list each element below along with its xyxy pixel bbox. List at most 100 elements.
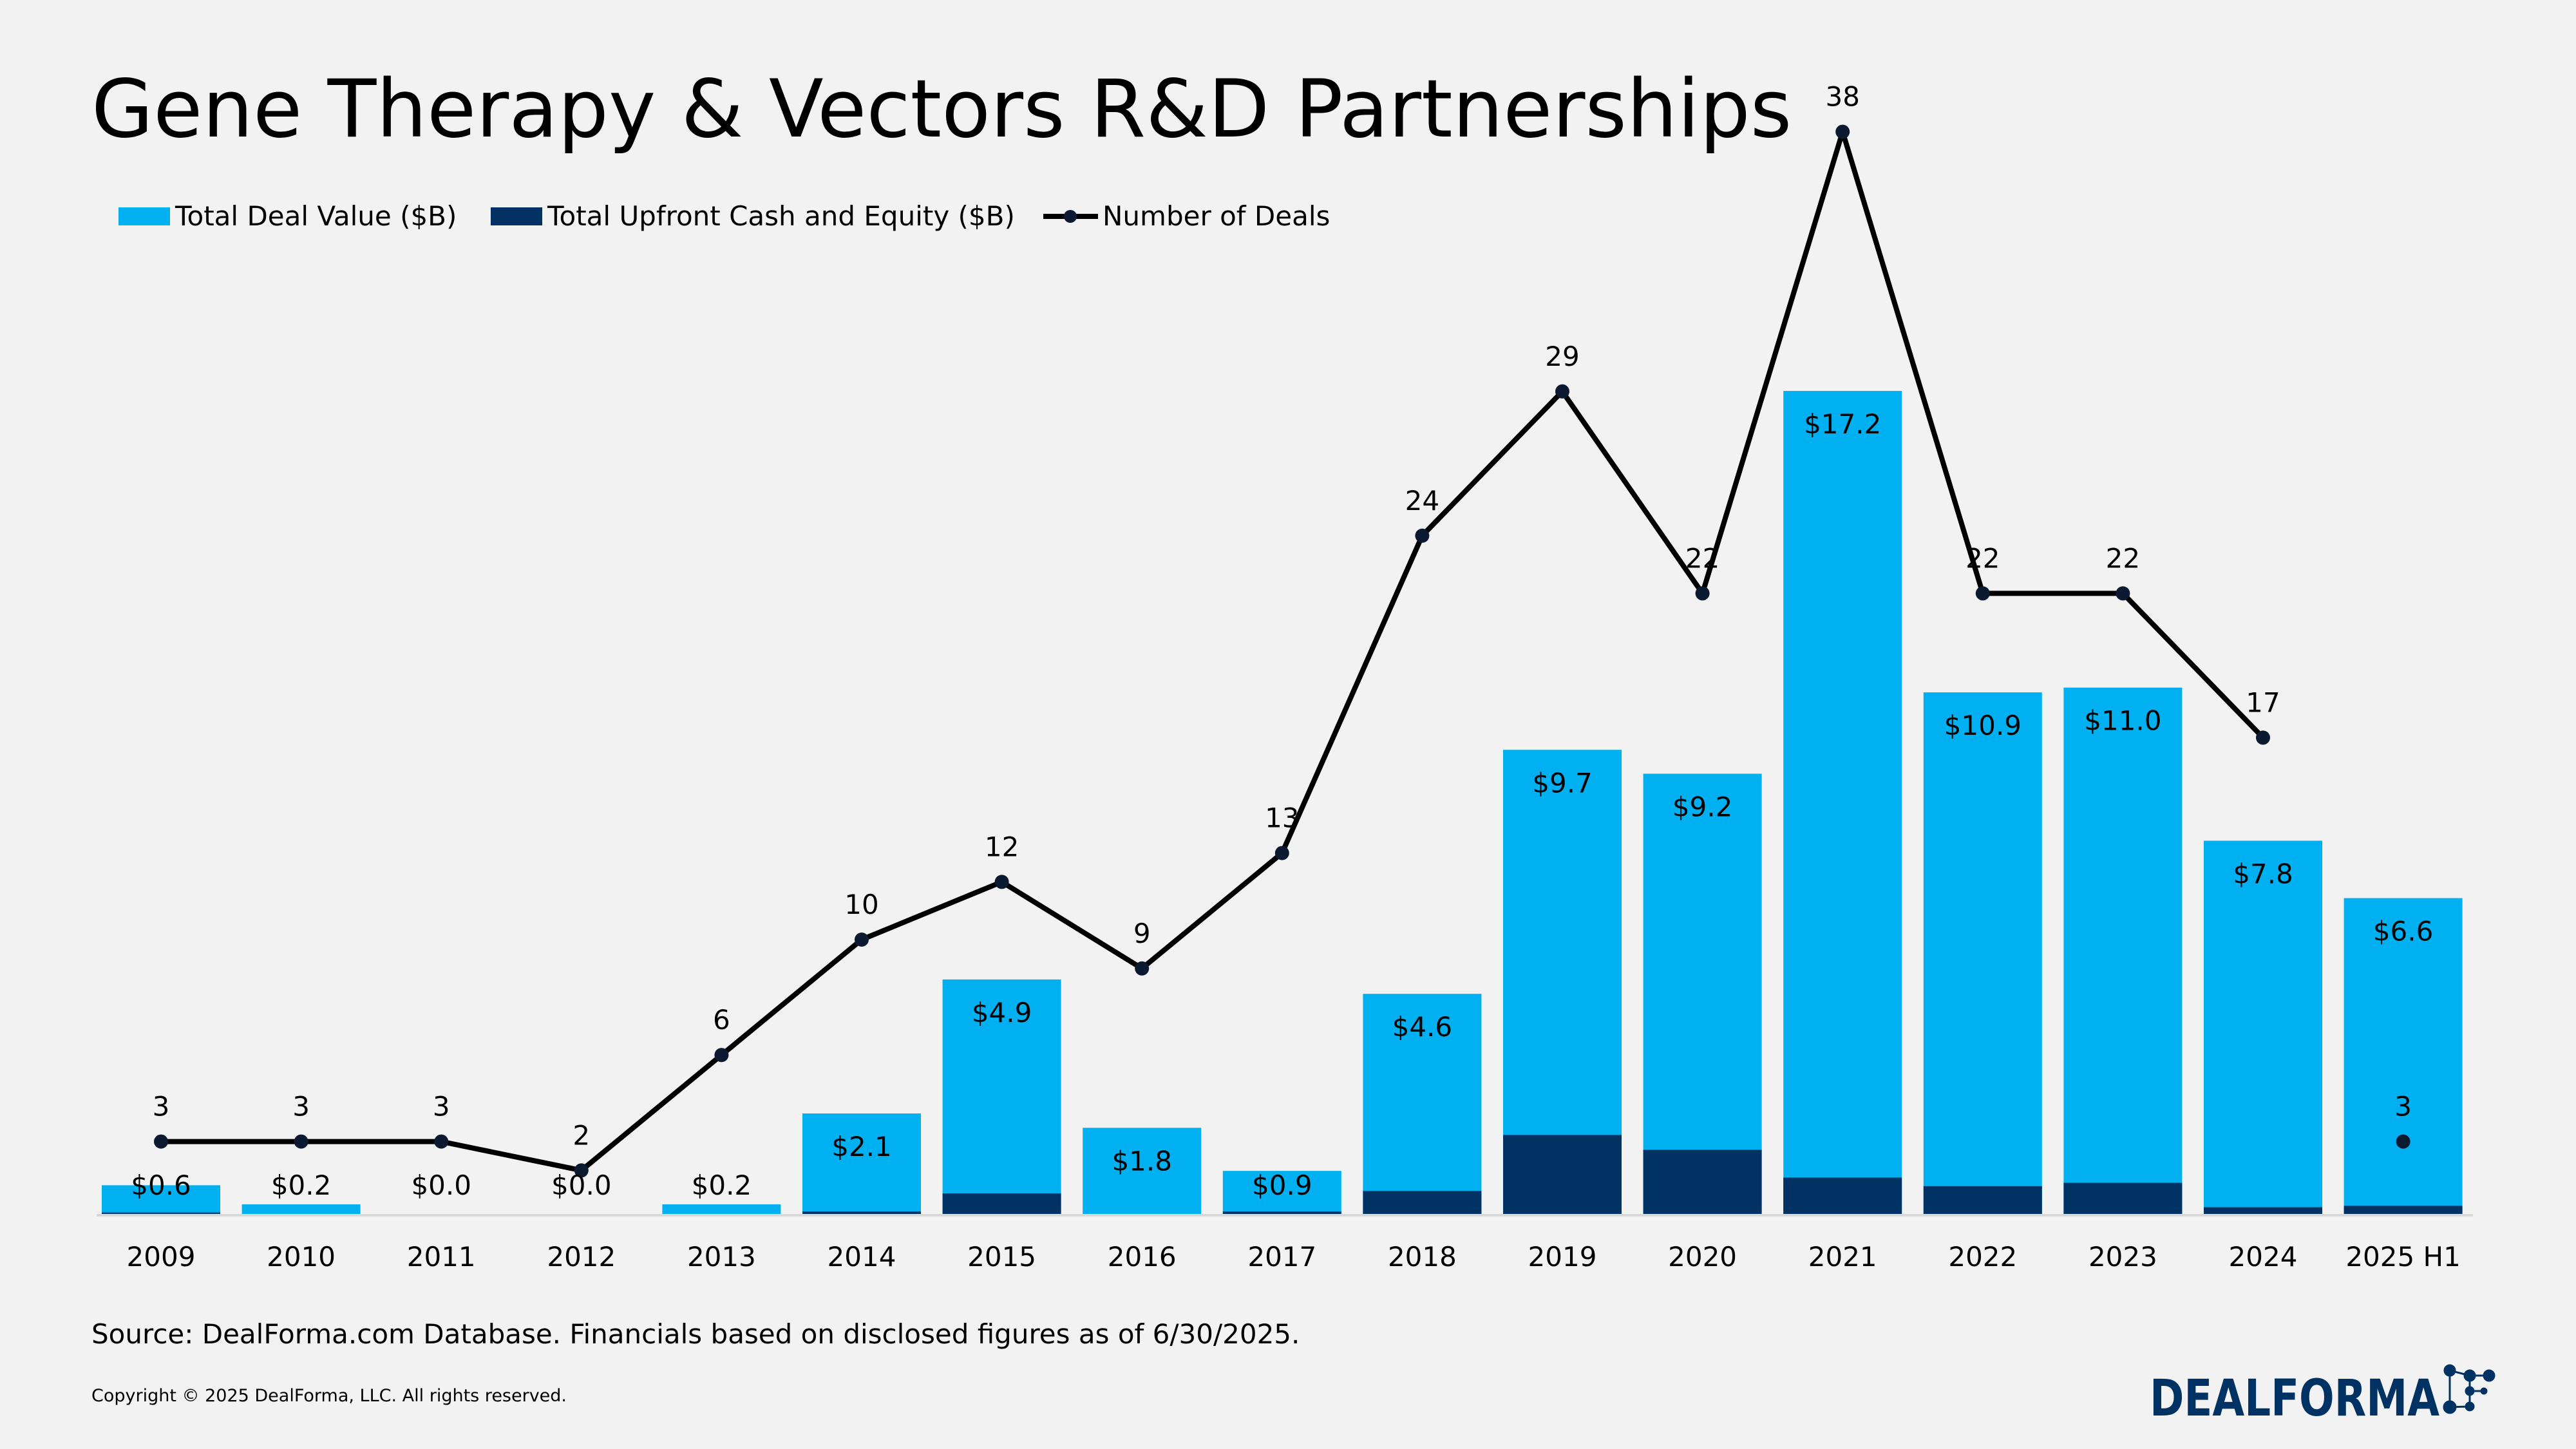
bar-label-2014: $2.1 [831,1131,892,1162]
deal-count-label-2018: 24 [1405,485,1439,516]
x-tick-label: 2022 [1948,1241,2017,1273]
x-tick-label: 2014 [828,1241,896,1273]
bar-upfront-2009 [102,1212,220,1214]
deal-count-label-2023: 22 [2106,542,2140,574]
deal-count-label-2017: 13 [1265,802,1299,834]
bar-total-2016 [1083,1128,1202,1214]
deal-count-point-2015 [994,875,1009,889]
bar-label-2025 H1: $6.6 [2373,916,2434,947]
deal-count-point-2025 H1 [2396,1134,2410,1149]
deal-count-label-2009: 3 [153,1091,170,1122]
bar-total-2018 [1363,994,1482,1214]
bar-upfront-2025 H1 [2344,1206,2463,1214]
svg-text:DEALFORMA: DEALFORMA [2150,1370,2439,1428]
deal-count-label-2013: 6 [713,1004,730,1036]
deal-count-label-2010: 3 [292,1091,310,1122]
bar-label-2012: $0.0 [551,1170,612,1201]
bar-label-2024: $7.8 [2233,858,2293,889]
bar-upfront-2021 [1783,1177,1902,1214]
bar-label-2021: $17.2 [1804,408,1881,440]
deal-count-label-2021: 38 [1825,81,1859,113]
deal-count-label-2015: 12 [985,831,1019,862]
bar-total-2014 [802,1113,921,1214]
bar-total-2015 [942,979,1061,1214]
legend-swatch-total [118,207,170,225]
bar-label-2013: $0.2 [692,1170,752,1201]
bar-upfront-2017 [1222,1211,1341,1214]
x-tick-label: 2017 [1247,1241,1316,1273]
bar-total-2021 [1783,391,1902,1214]
deal-count-point-2009 [154,1134,168,1149]
deal-count-point-2013 [714,1048,729,1063]
dealforma-logo: DEALFORMA [2150,1364,2496,1428]
bar-total-2010 [242,1204,361,1214]
bar-total-2013 [662,1204,781,1214]
bar-total-2017 [1222,1171,1341,1214]
legend-swatch-upfront [491,207,542,225]
bar-upfront-2018 [1363,1191,1482,1214]
deal-count-point-2018 [1415,528,1430,543]
bar-upfront-2022 [1923,1186,2042,1214]
x-tick-label: 2010 [267,1241,336,1273]
bar-label-2018: $4.6 [1392,1011,1453,1043]
bar-label-2022: $10.9 [1944,710,2022,741]
x-tick-label: 2015 [967,1241,1036,1273]
copyright: Copyright © 2025 DealForma, LLC. All rig… [91,1386,567,1406]
deal-count-label-2025 H1: 3 [2394,1091,2412,1122]
x-tick-label: 2009 [127,1241,196,1273]
deal-count-point-2019 [1555,384,1569,399]
bar-total-2022 [1923,692,2042,1214]
bar-total-2023 [2063,687,2183,1214]
legend: Total Deal Value ($B) Total Upfront Cash… [118,200,1330,232]
x-tick-label: 2021 [1808,1241,1877,1273]
x-tick-label: 2024 [2229,1241,2298,1273]
x-tick-label: 2011 [407,1241,476,1273]
x-tick-label: 2019 [1528,1241,1597,1273]
bar-label-2015: $4.9 [972,997,1032,1028]
bar-total-2025 H1 [2344,898,2463,1214]
x-tick-label: 2023 [2088,1241,2157,1273]
bar-label-2016: $1.8 [1112,1145,1172,1177]
bar-upfront-2015 [942,1193,1061,1214]
deal-count-label-2014: 10 [844,889,878,920]
deal-count-point-2010 [294,1134,308,1149]
legend-swatch-marker [1064,210,1077,223]
legend-label-deals: Number of Deals [1103,200,1330,232]
bar-upfront-2020 [1643,1150,1762,1214]
bar-label-2023: $11.0 [2084,705,2161,737]
deals-line [161,129,2265,1173]
deal-count-point-2022 [1975,586,1990,601]
legend-label-total: Total Deal Value ($B) [175,200,457,232]
bar-upfront-2019 [1503,1135,1622,1214]
bar-total-2024 [2204,840,2322,1214]
x-tick-label: 2013 [687,1241,756,1273]
deal-count-point-2021 [1835,124,1850,139]
chart-title: Gene Therapy & Vectors R&D Partnerships [91,63,1792,156]
x-tick-label: 2016 [1108,1241,1177,1273]
bar-total-2020 [1643,773,1762,1214]
bar-label-2010: $0.2 [271,1170,332,1201]
deal-count-label-2012: 2 [573,1119,590,1151]
bar-label-2017: $0.9 [1252,1170,1312,1201]
x-tick-label: 2025 H1 [2345,1241,2461,1273]
bar-upfront-2014 [802,1211,921,1214]
deal-count-point-2011 [434,1134,449,1149]
deal-count-label-2016: 9 [1133,918,1151,949]
deal-count-label-2019: 29 [1545,341,1579,372]
bar-label-2019: $9.7 [1532,767,1593,799]
source-note: Source: DealForma.com Database. Financia… [91,1318,1300,1350]
legend-label-upfront: Total Upfront Cash and Equity ($B) [547,200,1015,232]
deal-count-point-2012 [574,1163,589,1178]
bar-label-2009: $0.6 [131,1170,191,1201]
deal-count-point-2024 [2256,730,2270,745]
bar-upfront-2024 [2204,1207,2322,1214]
deal-count-point-2023 [2116,586,2130,601]
deal-count-label-2020: 22 [1685,542,1719,574]
deal-count-label-2022: 22 [1965,542,2000,574]
deal-count-point-2016 [1135,961,1150,976]
deal-count-point-2014 [855,933,869,947]
deal-count-point-2020 [1695,586,1710,601]
bar-upfront-2023 [2063,1182,2183,1214]
deal-count-point-2017 [1274,846,1289,860]
